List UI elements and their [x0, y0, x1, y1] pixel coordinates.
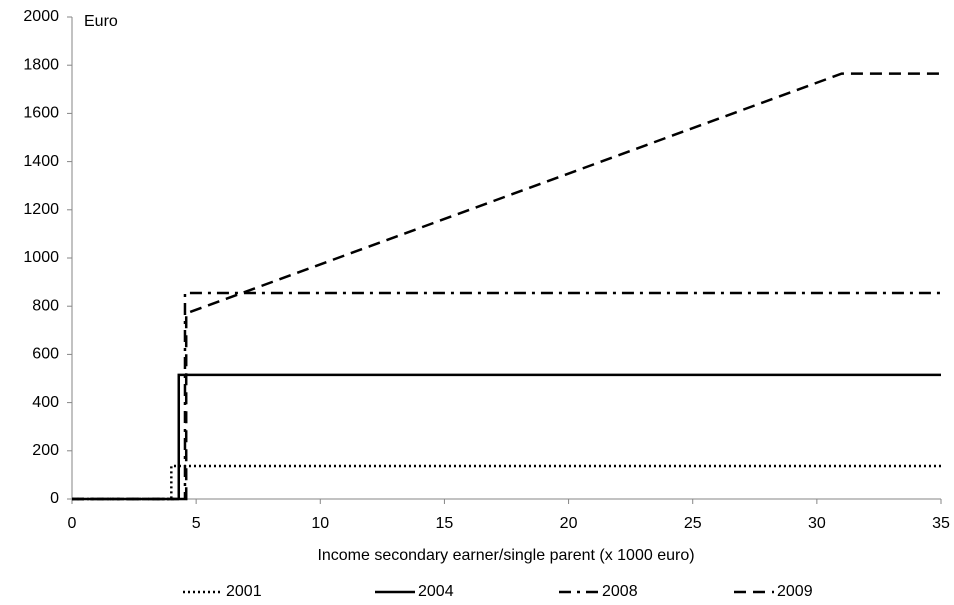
x-tick-label: 20 [560, 515, 578, 532]
x-tick-label: 15 [436, 515, 454, 532]
series-line [72, 464, 941, 501]
legend-label: 2009 [777, 583, 813, 600]
x-tick-label: 35 [932, 515, 950, 532]
y-tick-label: 1600 [23, 105, 59, 122]
x-tick-label: 5 [192, 515, 201, 532]
x-tick-label: 10 [311, 515, 329, 532]
legend-label: 2001 [226, 583, 262, 600]
y-tick-label: 1200 [23, 201, 59, 218]
series-line [72, 291, 941, 501]
series-line [72, 373, 941, 501]
y-tick-label: 600 [32, 346, 59, 363]
x-axis-title: Income secondary earner/single parent (x… [317, 547, 694, 564]
y-tick-label: 1800 [23, 56, 59, 73]
legend-label: 2008 [602, 583, 638, 600]
y-unit-annotation: Euro [84, 13, 118, 30]
y-tick-label: 200 [32, 442, 59, 459]
series-line [72, 72, 941, 501]
y-tick-label: 800 [32, 297, 59, 314]
y-tick-label: 2000 [23, 8, 59, 25]
y-tick-label: 1000 [23, 249, 59, 266]
x-tick-label: 25 [684, 515, 702, 532]
y-tick-label: 1400 [23, 153, 59, 170]
y-tick-label: 0 [50, 490, 59, 507]
x-tick-label: 30 [808, 515, 826, 532]
legend-label: 2004 [418, 583, 454, 600]
x-tick-label: 0 [68, 515, 77, 532]
y-tick-label: 400 [32, 394, 59, 411]
